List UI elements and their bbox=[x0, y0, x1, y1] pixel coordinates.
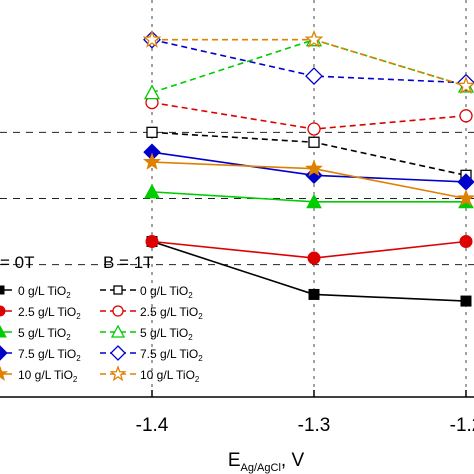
point-5-0 bbox=[146, 126, 158, 138]
point-0-2 bbox=[460, 295, 472, 307]
x-tick-label-1: -1.3 bbox=[298, 415, 331, 436]
series-3 bbox=[143, 143, 474, 191]
series-line-8 bbox=[151, 38, 467, 84]
legend-label-4: 10 g/L TiO2 bbox=[18, 368, 78, 384]
point-2-0 bbox=[144, 183, 160, 199]
legend-marker-5 bbox=[113, 285, 123, 295]
legend-marker-3 bbox=[0, 345, 8, 361]
point-8-1 bbox=[305, 67, 323, 86]
legend-marker-6 bbox=[112, 305, 124, 317]
point-1-1 bbox=[307, 251, 321, 265]
x-tick-label-2: -1.2 bbox=[450, 415, 474, 436]
point-1-0 bbox=[145, 235, 159, 249]
point-1-2 bbox=[459, 235, 473, 249]
legend-label-2: 5 g/L TiO2 bbox=[18, 326, 71, 342]
legend-marker-9 bbox=[109, 365, 127, 382]
legend-marker-0 bbox=[0, 285, 5, 295]
series-2 bbox=[144, 183, 474, 209]
point-4-1 bbox=[305, 159, 323, 177]
legend: = 0T B = 1T 0 g/L TiO2 2.5 g/L TiO2 5 g/L Ti… bbox=[0, 253, 203, 384]
point-7-0 bbox=[143, 84, 161, 100]
point-6-2 bbox=[459, 109, 473, 123]
series-7 bbox=[143, 31, 474, 100]
point-5-1 bbox=[308, 136, 320, 148]
point-9-0 bbox=[142, 29, 162, 48]
series-1 bbox=[145, 235, 473, 265]
legend-label-1: 2.5 g/L TiO2 bbox=[18, 305, 81, 321]
legend-label-6: 2.5 g/L TiO2 bbox=[140, 305, 203, 321]
point-4-0 bbox=[143, 152, 161, 170]
x-axis-label: EAg/AgCl, V bbox=[228, 450, 305, 474]
series-4 bbox=[143, 152, 474, 207]
legend-label-8: 7.5 g/L TiO2 bbox=[140, 347, 203, 363]
legend-marker-1 bbox=[0, 305, 6, 317]
legend-label-7: 5 g/L TiO2 bbox=[140, 326, 193, 342]
point-0-1 bbox=[308, 288, 320, 300]
series-line-2 bbox=[151, 191, 466, 203]
legend-heading-right: B = 1T bbox=[103, 253, 154, 272]
point-2-1 bbox=[306, 193, 322, 209]
legend-label-3: 7.5 g/L TiO2 bbox=[18, 347, 81, 363]
x-tick-label-0: -1.4 bbox=[136, 415, 169, 436]
point-9-1 bbox=[304, 29, 324, 48]
legend-label-9: 10 g/L TiO2 bbox=[140, 368, 200, 384]
point-9-2 bbox=[456, 76, 474, 94]
legend-label-0: 0 g/L TiO2 bbox=[18, 284, 71, 300]
legend-marker-8 bbox=[110, 345, 126, 361]
legend-marker-7 bbox=[110, 324, 126, 338]
legend-marker-4 bbox=[0, 365, 9, 381]
legend-marker-2 bbox=[0, 324, 7, 338]
point-4-2 bbox=[457, 189, 474, 207]
series-line-7 bbox=[151, 38, 467, 94]
series-9 bbox=[142, 29, 474, 94]
legend-label-5: 0 g/L TiO2 bbox=[140, 284, 193, 300]
point-6-1 bbox=[307, 122, 321, 136]
legend-heading-left: = 0T bbox=[0, 253, 35, 272]
series-6 bbox=[145, 95, 473, 136]
